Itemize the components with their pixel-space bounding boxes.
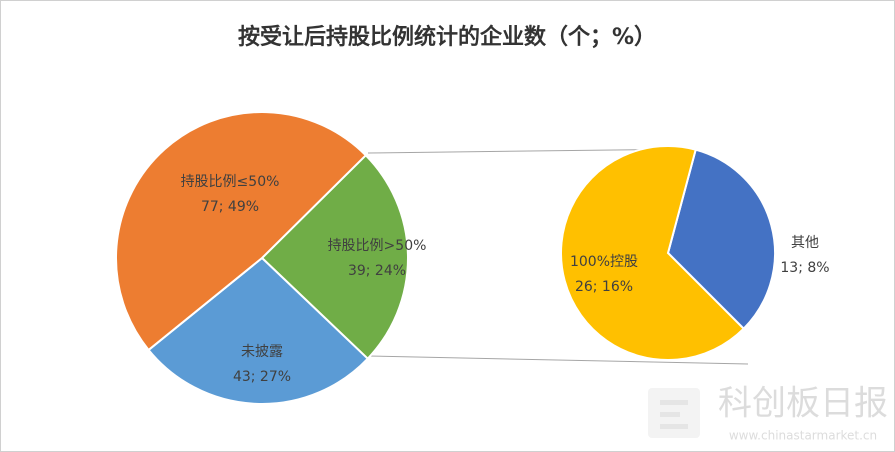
watermark-name: 科创板日报 [718, 384, 888, 424]
slice-value-label: 26; 16% [575, 279, 633, 295]
watermark-icon [660, 424, 688, 429]
pie-slice [560, 145, 746, 361]
pie-slice [260, 153, 409, 361]
connector-line [367, 355, 749, 365]
slice-value-label: 39; 24% [348, 263, 406, 279]
watermark-icon [660, 400, 688, 405]
slice-category-label: 100%控股 [570, 254, 638, 270]
watermark-icon [660, 412, 680, 417]
slice-category-label: 持股比例>50% [328, 238, 427, 254]
chart-title: 按受让后持股比例统计的企业数（个；%） [238, 24, 656, 50]
slice-category-label: 其他 [791, 235, 819, 251]
slice-value-label: 43; 27% [233, 369, 291, 385]
slice-category-label: 未披露 [241, 344, 283, 360]
pie-slice [114, 111, 368, 352]
pie-slice [147, 256, 370, 405]
watermark-url: www.chinastarmarket.cn [729, 429, 877, 443]
slice-value-label: 77; 49% [201, 199, 259, 215]
slice-value-label: 13; 8% [780, 260, 829, 276]
watermark: 科创板日报 www.chinastarmarket.cn [648, 384, 888, 443]
pie-slice [666, 148, 776, 331]
slice-category-label: 持股比例≤50% [181, 174, 280, 190]
